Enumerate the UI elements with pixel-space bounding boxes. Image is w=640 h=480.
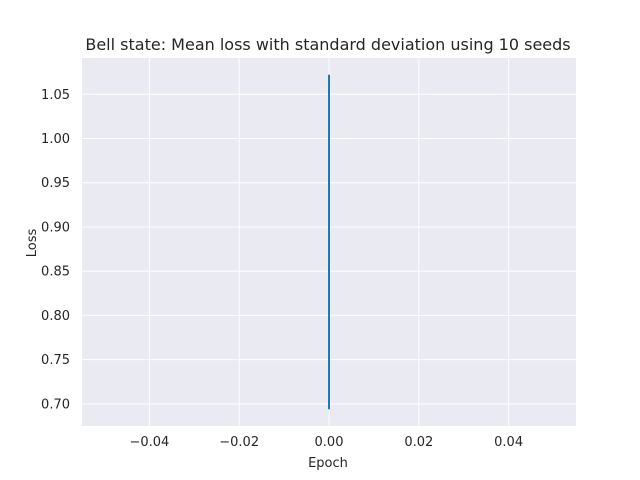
y-tick-label: 1.00 bbox=[41, 132, 70, 147]
chart-title: Bell state: Mean loss with standard devi… bbox=[85, 35, 570, 54]
x-tick-label: 0.04 bbox=[494, 435, 523, 450]
y-tick-label: 0.80 bbox=[41, 309, 70, 324]
x-tick-label: 0.00 bbox=[315, 435, 344, 450]
mean-loss-point bbox=[328, 241, 330, 243]
y-tick-label: 1.05 bbox=[41, 88, 70, 103]
y-tick-label: 0.85 bbox=[41, 265, 70, 280]
x-tick-label: 0.02 bbox=[404, 435, 433, 450]
y-tick-label: 0.95 bbox=[41, 176, 70, 191]
y-tick-label: 0.90 bbox=[41, 220, 70, 235]
y-tick-label: 0.75 bbox=[41, 353, 70, 368]
x-axis-label: Epoch bbox=[308, 456, 348, 471]
series-layer bbox=[328, 74, 330, 410]
y-axis-ticks: 0.70 0.75 0.80 0.85 0.90 0.95 1.00 1.05 bbox=[41, 88, 70, 413]
y-axis-label: Loss bbox=[25, 229, 40, 258]
x-tick-label: −0.04 bbox=[129, 435, 169, 450]
y-tick-label: 0.70 bbox=[41, 397, 70, 412]
x-tick-label: −0.02 bbox=[219, 435, 259, 450]
x-axis-ticks: −0.04 −0.02 0.00 0.02 0.04 bbox=[129, 435, 523, 450]
